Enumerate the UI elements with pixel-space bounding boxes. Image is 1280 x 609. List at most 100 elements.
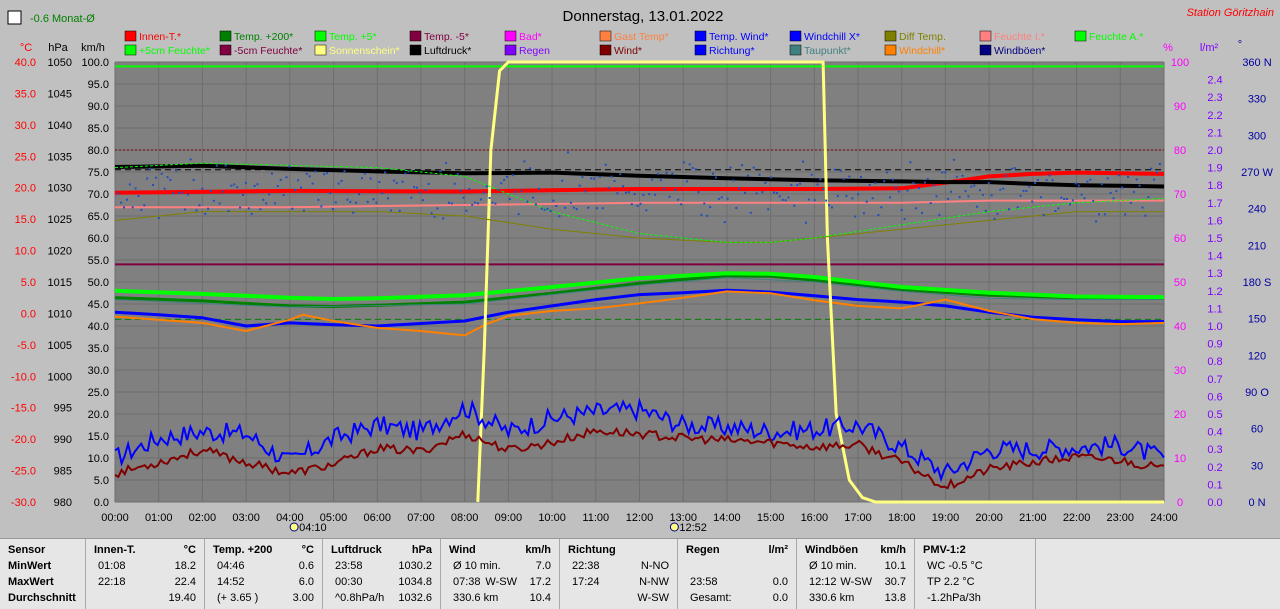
direction-dot — [500, 182, 503, 185]
direction-dot — [654, 193, 656, 196]
direction-dot — [860, 175, 862, 178]
stats-group-title: Wind — [449, 544, 476, 556]
direction-dot — [981, 193, 984, 196]
direction-dot — [421, 199, 424, 202]
direction-dot — [462, 196, 465, 199]
legend-swatch — [789, 30, 802, 42]
direction-dot — [1057, 207, 1060, 210]
direction-dot — [807, 198, 810, 201]
direction-dot — [439, 170, 442, 173]
direction-dot — [337, 182, 340, 185]
direction-dot — [677, 198, 680, 201]
direction-dot — [744, 191, 746, 194]
direction-dot — [331, 208, 334, 211]
direction-dot — [389, 209, 392, 212]
direction-dot — [1092, 199, 1095, 202]
stats-cell-value: 30.7 — [884, 576, 906, 588]
direction-dot — [218, 202, 221, 205]
series-line — [114, 290, 1165, 337]
direction-dot — [685, 180, 688, 183]
tick-label-direction: 30 — [1251, 460, 1263, 472]
direction-dot — [491, 201, 494, 204]
direction-dot — [250, 212, 253, 215]
direction-dot — [271, 172, 273, 175]
direction-dot — [1150, 167, 1153, 170]
stats-group-title: Regen — [686, 544, 720, 556]
legend-swatch — [979, 30, 992, 42]
stats-cell-time: 17:24 — [572, 576, 600, 588]
direction-dot — [938, 213, 941, 216]
direction-dot — [833, 168, 836, 171]
legend-label: Gast Temp* — [614, 31, 669, 43]
direction-dot — [746, 174, 749, 177]
tick-label-rain: 0.6 — [1207, 391, 1222, 403]
direction-dot — [871, 197, 874, 200]
direction-dot — [134, 187, 137, 190]
direction-dot — [192, 178, 195, 181]
stats-cell-value: 17.2 — [529, 576, 551, 588]
direction-dot — [764, 182, 767, 184]
direction-dot — [793, 204, 796, 207]
direction-dot — [285, 176, 288, 179]
direction-dot — [215, 164, 218, 167]
direction-dot — [273, 202, 276, 205]
tick-label-time: 02:00 — [189, 512, 217, 524]
direction-dot — [479, 198, 482, 201]
legend-label: Temp. Wind* — [709, 31, 769, 43]
direction-dot — [268, 193, 271, 196]
stats-cell-value: 1030.2 — [398, 560, 432, 572]
legend-swatch — [219, 44, 232, 56]
direction-dot — [314, 170, 317, 173]
stats-group-column: Luftdruck hPa 23:58 1030.2 00:30 1034.8 ^0.8hP… — [323, 539, 441, 609]
direction-dot — [1048, 174, 1051, 177]
tick-label-time: 15:00 — [757, 512, 785, 524]
direction-dot — [1016, 206, 1019, 209]
direction-dot — [1144, 214, 1147, 217]
direction-dot — [1095, 220, 1098, 223]
tick-label-rain: 1.7 — [1207, 198, 1222, 210]
tick-label-rain: 1.9 — [1207, 163, 1222, 175]
direction-dot — [482, 191, 485, 194]
direction-dot — [894, 186, 897, 189]
direction-dot — [1063, 198, 1066, 200]
tick-label-direction: 240 — [1248, 204, 1266, 216]
stats-cell-time: TP 2.2 °C — [927, 576, 975, 588]
direction-dot — [494, 202, 497, 205]
direction-dot — [320, 205, 323, 208]
tick-label-rain: 2.0 — [1207, 145, 1222, 157]
direction-dot — [387, 197, 389, 200]
direction-dot — [648, 193, 651, 196]
tick-label-rain: 1.3 — [1207, 268, 1222, 280]
tick-label-wind: 60.0 — [88, 233, 109, 245]
series-line — [476, 60, 1164, 504]
direction-dot — [543, 208, 546, 211]
direction-dot — [1010, 167, 1013, 170]
stats-cell-time: (+ 3.65 ) — [217, 592, 259, 604]
direction-dot — [831, 206, 833, 209]
legend-swatch — [694, 30, 707, 42]
direction-dot — [169, 178, 172, 181]
stats-group-unit: °C — [183, 544, 196, 556]
tick-label-direction: 330 — [1248, 94, 1266, 106]
direction-dot — [178, 192, 181, 194]
legend-swatch — [124, 44, 137, 56]
legend-label: Feuchte A.* — [1089, 31, 1143, 43]
direction-dot — [569, 201, 572, 204]
direction-dot — [642, 193, 645, 196]
stats-cell-value: 1034.8 — [398, 576, 432, 588]
direction-dot — [729, 166, 732, 169]
direction-dot — [593, 177, 596, 180]
tick-label-wind: 25.0 — [88, 387, 109, 399]
direction-dot — [366, 200, 369, 203]
direction-dot — [311, 182, 314, 185]
direction-dot — [1042, 214, 1045, 216]
stats-cell-time: 14:52 — [217, 576, 245, 588]
stats-group-column: Wind km/h Ø 10 min. 7.0 07:38 W-SW 17.2 330.6 k… — [441, 539, 560, 609]
tick-label-rain: 0.8 — [1207, 356, 1222, 368]
tick-label-rain: 1.0 — [1207, 321, 1222, 333]
tick-label-rain: 0.1 — [1207, 479, 1222, 491]
direction-dot — [427, 183, 430, 185]
legend-label: Innen-T.* — [139, 31, 181, 43]
tick-label-humidity: 60 — [1174, 233, 1186, 245]
